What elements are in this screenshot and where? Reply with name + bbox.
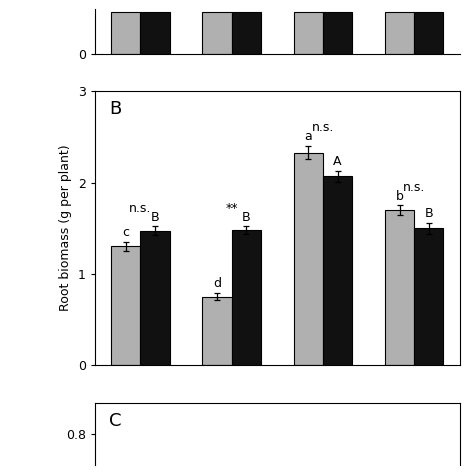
Text: B: B <box>109 100 122 118</box>
Text: B: B <box>424 207 433 220</box>
Bar <box>202 12 232 54</box>
Bar <box>414 12 443 54</box>
Text: n.s.: n.s. <box>129 201 152 215</box>
Text: a: a <box>304 130 312 144</box>
Bar <box>323 176 352 365</box>
Y-axis label: Root biomass (g per plant): Root biomass (g per plant) <box>59 145 72 311</box>
Bar <box>385 12 414 54</box>
Bar <box>232 230 261 365</box>
Bar <box>111 12 140 54</box>
Bar <box>232 12 261 54</box>
Text: n.s.: n.s. <box>403 181 425 193</box>
Text: n.s.: n.s. <box>312 121 334 134</box>
Bar <box>385 210 414 365</box>
Text: **: ** <box>226 201 238 215</box>
Bar <box>111 246 140 365</box>
Bar <box>202 297 232 365</box>
Bar <box>414 228 443 365</box>
Bar <box>140 12 170 54</box>
Text: A: A <box>333 155 342 168</box>
Text: B: B <box>151 210 159 224</box>
Text: B: B <box>242 210 251 224</box>
Text: b: b <box>396 190 403 203</box>
Bar <box>294 12 323 54</box>
Text: c: c <box>122 226 129 239</box>
Bar <box>140 231 170 365</box>
Bar <box>323 12 352 54</box>
Text: C: C <box>109 412 122 430</box>
Bar <box>294 153 323 365</box>
Text: d: d <box>213 277 221 290</box>
